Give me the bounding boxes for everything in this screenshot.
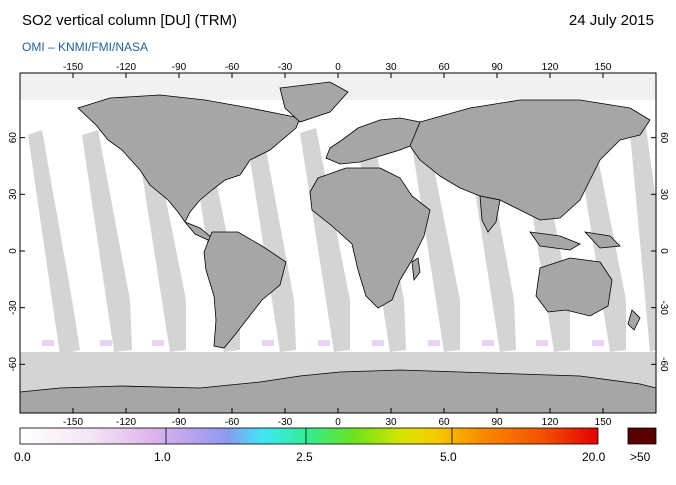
lon-tick-label-bottom: 150 [595, 417, 612, 428]
colorbar-label-5: >50 [630, 450, 651, 464]
lon-tick-label-top: 150 [595, 62, 612, 73]
lon-tick-label-bottom: 30 [385, 417, 397, 428]
tick-marks [20, 73, 656, 413]
colorbar-overflow-swatch [627, 427, 657, 445]
lat-tick-label-left: 60 [8, 132, 19, 144]
lon-tick-label-bottom: 120 [542, 417, 559, 428]
colorbar-ticks [165, 428, 453, 444]
noise-speckles [42, 340, 604, 346]
colorbar-label-2: 2.5 [296, 450, 313, 464]
lon-tick-label-bottom: -90 [172, 417, 187, 428]
credit-label: OMI – KNMI/FMI/NASA [22, 40, 149, 54]
lon-tick-label-top: 60 [438, 62, 450, 73]
lat-tick-label-right: -60 [658, 357, 669, 372]
lat-tick-label-right: 60 [658, 132, 669, 144]
colorbar-gradient [19, 427, 599, 445]
lon-tick-label-top: -30 [278, 62, 293, 73]
lat-tick-label-right: 30 [658, 189, 669, 201]
land [20, 81, 656, 413]
colorbar-label-4: 20.0 [582, 450, 606, 464]
map-area [20, 73, 656, 413]
lat-tick-label-right: -30 [658, 300, 669, 315]
lon-tick-label-bottom: 0 [335, 417, 341, 428]
tick-labels: -150 -150 -120 -120 -90 -90 -60 -60 -30 -30 0 0 30 30… [8, 62, 669, 428]
lon-tick-label-top: -120 [116, 62, 136, 73]
lat-tick-label-left: 30 [8, 188, 19, 200]
colorbar-label-0: 0.0 [14, 450, 31, 464]
lon-tick-label-top: 0 [335, 62, 341, 73]
lon-tick-label-top: -60 [225, 62, 240, 73]
lat-tick-label-left: -30 [8, 300, 19, 315]
lon-tick-label-top: 30 [385, 62, 397, 73]
lon-tick-label-top: 90 [491, 62, 503, 73]
lat-tick-label-left: -60 [8, 357, 19, 372]
date-label: 24 July 2015 [568, 12, 654, 29]
colorbar-label-1: 1.0 [154, 450, 171, 464]
lon-tick-label-bottom: 90 [491, 417, 503, 428]
page-title: SO2 vertical column [DU] (TRM) [22, 12, 238, 29]
lon-tick-label-bottom: 60 [438, 417, 450, 428]
lon-tick-label-bottom: -120 [116, 417, 136, 428]
lon-tick-label-top: -90 [172, 62, 187, 73]
lon-tick-label-bottom: -60 [225, 417, 240, 428]
lon-tick-label-bottom: -30 [278, 417, 293, 428]
lon-tick-label-bottom: -150 [63, 417, 83, 428]
lat-tick-label-left: 0 [8, 248, 19, 254]
colorbar-label-3: 5.0 [440, 450, 457, 464]
lat-tick-label-right: 0 [658, 248, 669, 254]
lon-tick-label-top: -150 [63, 62, 83, 73]
lon-tick-label-top: 120 [542, 62, 559, 73]
